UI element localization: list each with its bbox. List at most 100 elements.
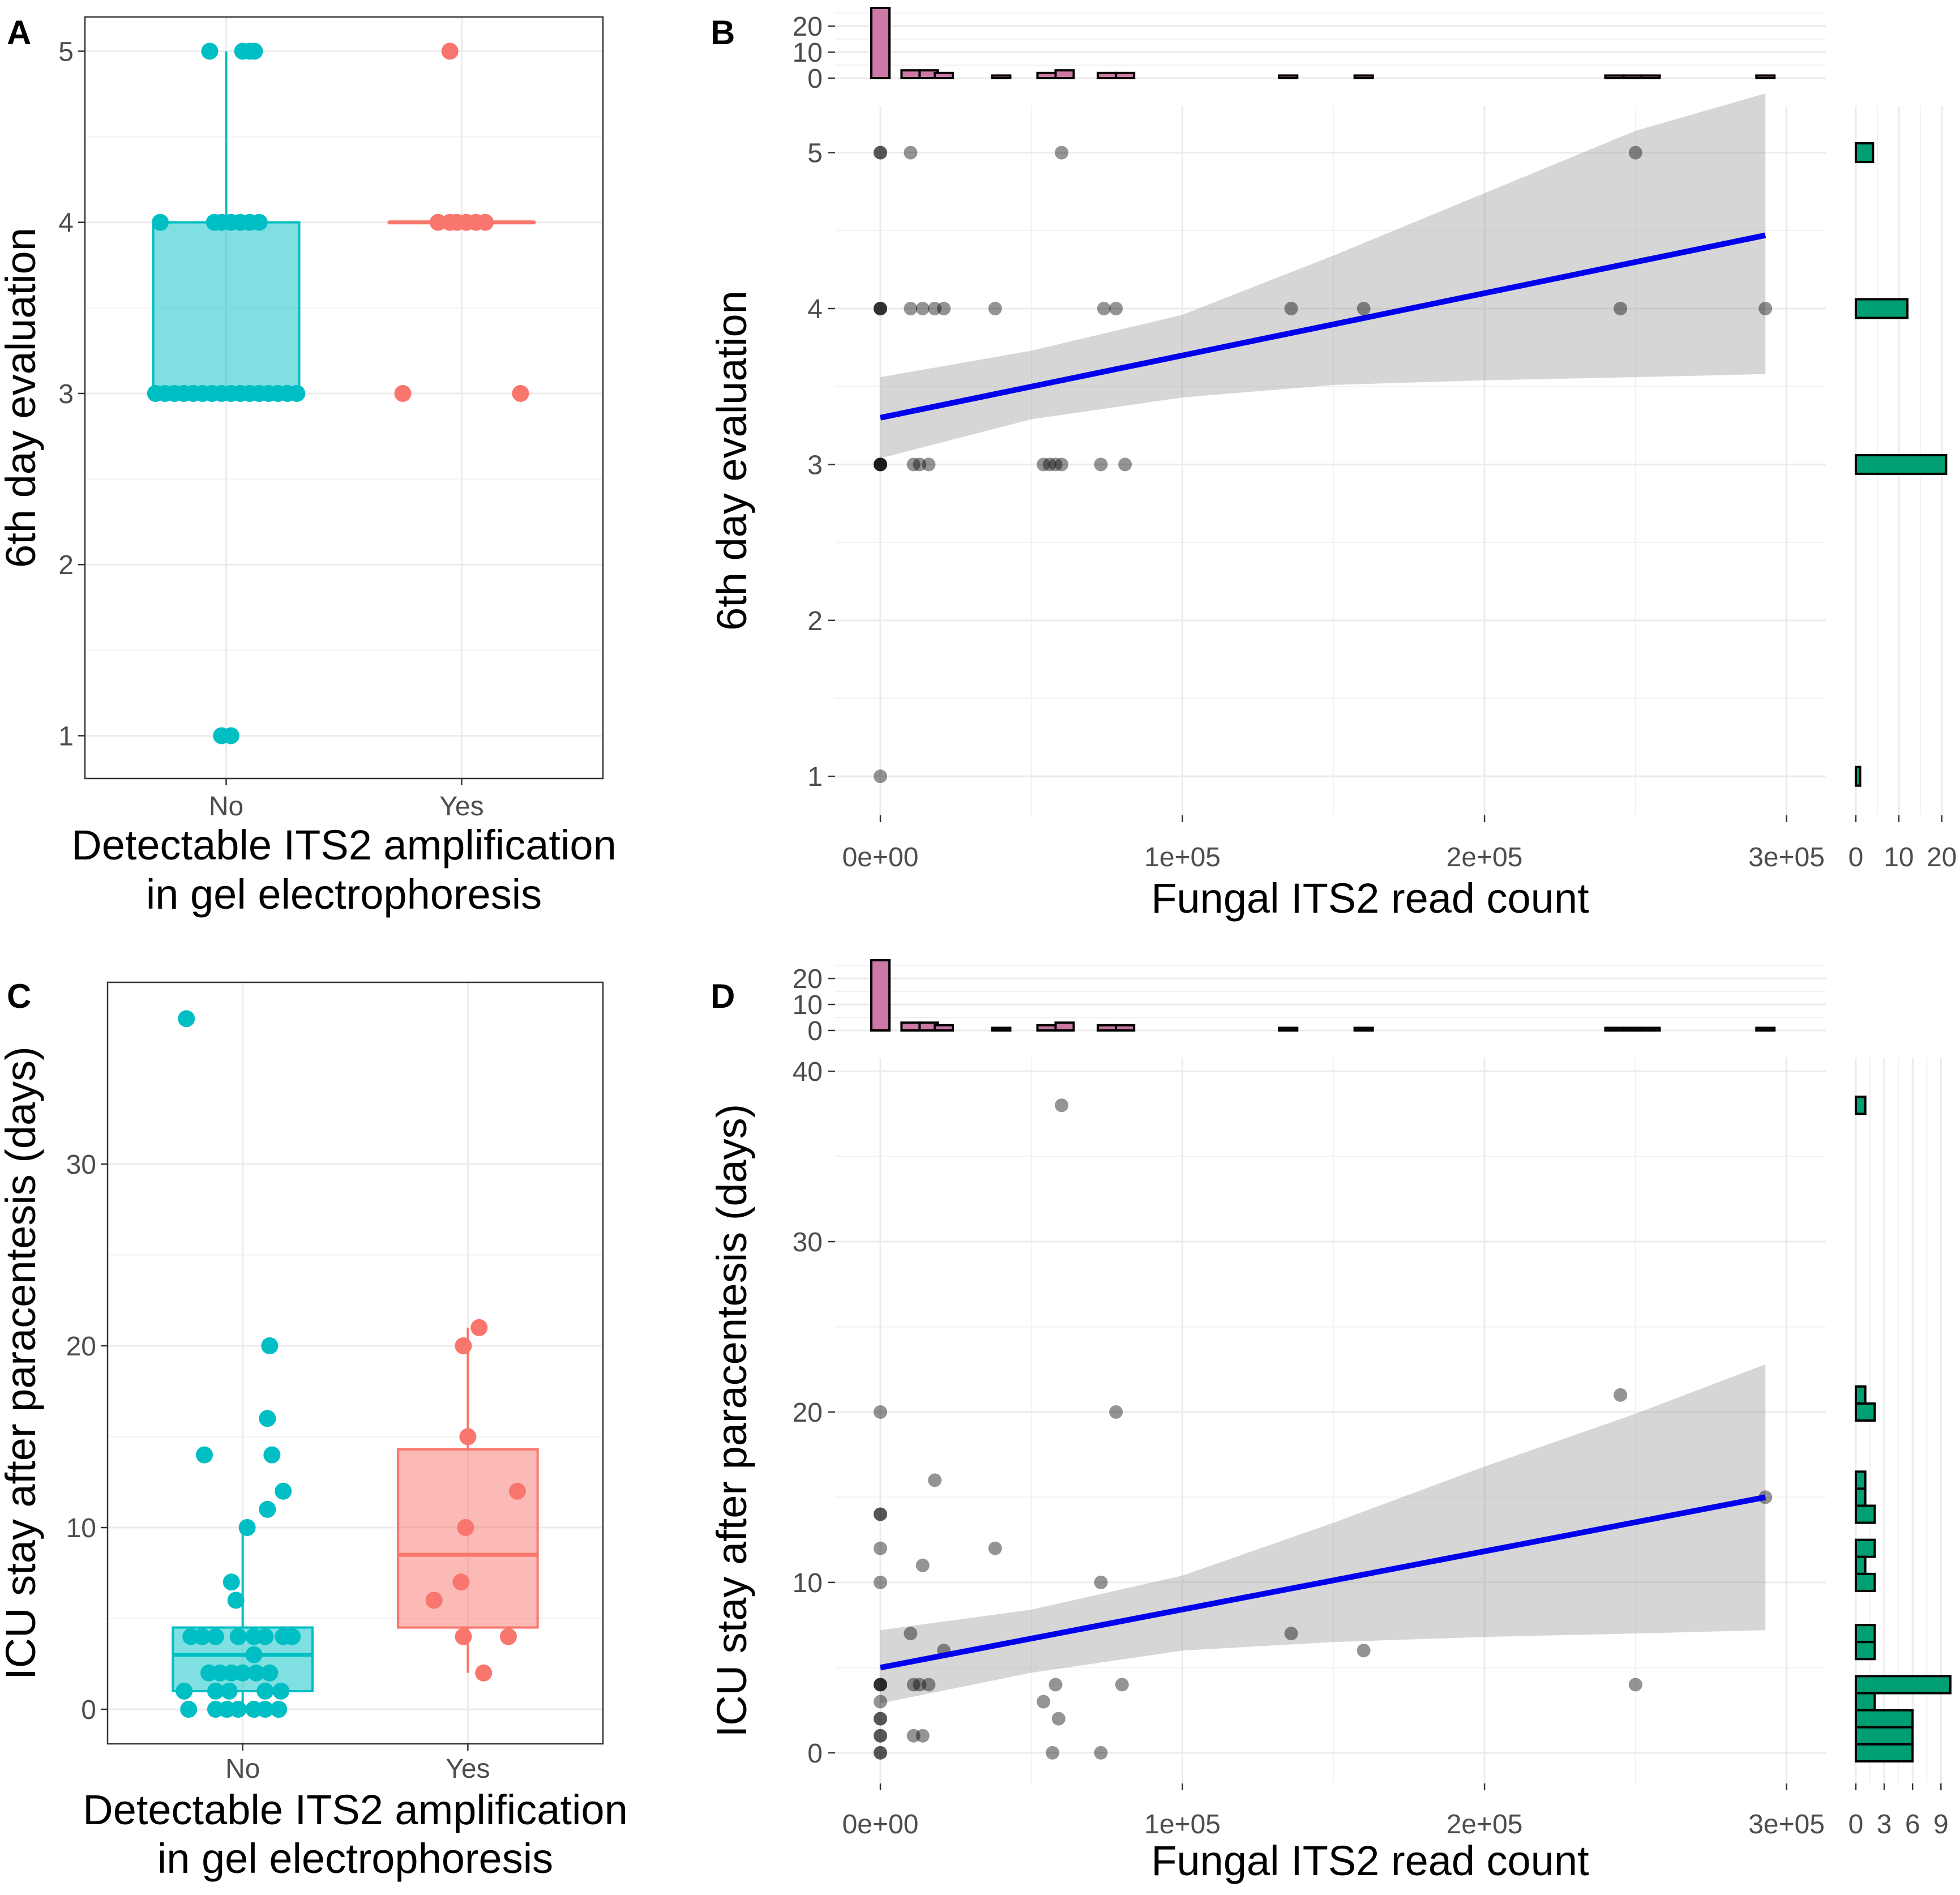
data-point xyxy=(1055,1098,1069,1113)
right-hist-tick-label: 3 xyxy=(1877,1810,1892,1840)
y-axis-title: 6th day evaluation xyxy=(0,228,44,568)
data-point xyxy=(429,213,447,231)
y-tick-label: 2 xyxy=(58,550,74,580)
data-point xyxy=(441,42,459,60)
data-point xyxy=(906,1678,921,1692)
data-point xyxy=(475,1664,493,1682)
data-point xyxy=(234,1664,251,1682)
x-tick-label: 2e+05 xyxy=(1447,842,1523,872)
data-point xyxy=(1284,1627,1298,1641)
confidence-band xyxy=(880,93,1766,459)
right-hist-bar xyxy=(1855,454,1948,475)
data-point xyxy=(906,457,921,472)
data-point xyxy=(261,1337,279,1355)
data-point xyxy=(874,1575,888,1589)
data-point xyxy=(1055,146,1069,160)
data-point xyxy=(245,1646,263,1663)
y-tick-label: 4 xyxy=(807,294,823,324)
top-hist-bar xyxy=(1115,1024,1136,1032)
right-hist-bar xyxy=(1855,1641,1876,1661)
top-hist-bar xyxy=(1278,74,1299,80)
y-axis-title: ICU stay after paracentesis (days) xyxy=(0,1046,44,1680)
data-point xyxy=(937,302,951,315)
top-hist-bar xyxy=(991,74,1012,80)
data-point xyxy=(196,1446,213,1464)
data-point xyxy=(874,1712,888,1726)
top-hist-bar xyxy=(1604,1026,1625,1032)
right-hist-bar xyxy=(1855,1555,1867,1575)
data-point xyxy=(874,302,888,315)
data-point xyxy=(470,1319,488,1336)
right-hist-tick-label: 9 xyxy=(1933,1810,1949,1840)
data-point xyxy=(178,1010,195,1028)
y-tick-label: 10 xyxy=(66,1513,96,1543)
panel-a-points xyxy=(147,42,529,745)
right-hist-tick-label: 0 xyxy=(1848,1810,1864,1840)
data-point xyxy=(1356,302,1371,315)
data-point xyxy=(247,1664,265,1682)
data-point xyxy=(425,1592,443,1609)
data-point xyxy=(874,1541,888,1555)
top-hist-tick-label: 10 xyxy=(793,38,823,68)
data-point xyxy=(1055,457,1069,472)
data-point xyxy=(477,213,494,231)
box-iqr xyxy=(152,221,301,395)
y-tick-label: 3 xyxy=(58,379,74,409)
x-tick-label: 1e+05 xyxy=(1144,842,1221,872)
top-hist-bar xyxy=(934,1024,955,1032)
data-point xyxy=(259,1410,276,1427)
x-axis-title-line2: in gel electrophoresis xyxy=(157,1835,553,1882)
data-point xyxy=(928,302,942,315)
x-axis-title: Fungal ITS2 read count xyxy=(1151,1837,1589,1884)
panel-b-points xyxy=(874,146,1773,784)
data-point xyxy=(1356,1644,1371,1658)
data-point xyxy=(874,146,888,160)
top-hist-tick-label: 20 xyxy=(793,964,823,994)
data-point xyxy=(874,302,888,315)
data-point xyxy=(1115,1678,1129,1692)
right-hist-bar xyxy=(1855,1385,1867,1405)
data-point xyxy=(874,1507,888,1521)
data-point xyxy=(906,1729,921,1743)
data-point xyxy=(913,1678,927,1692)
data-point xyxy=(263,1446,281,1464)
right-hist-bar xyxy=(1855,1692,1876,1712)
top-hist-bar xyxy=(991,1026,1012,1032)
right-hist-tick-label: 10 xyxy=(1884,842,1914,872)
y-tick-label: 0 xyxy=(807,1739,823,1769)
top-hist-bar xyxy=(1353,1026,1374,1032)
right-hist-bar xyxy=(1855,1675,1952,1695)
right-hist-bar xyxy=(1855,1624,1876,1644)
y-axis-title: ICU stay after paracentesis (days) xyxy=(708,1104,755,1738)
x-tick-label: 2e+05 xyxy=(1447,1810,1523,1840)
x-tick-label: No xyxy=(209,792,243,822)
top-hist-bar xyxy=(1036,1024,1057,1032)
data-point xyxy=(256,1682,274,1700)
y-tick-label: 4 xyxy=(58,208,74,238)
x-axis-title-line2: in gel electrophoresis xyxy=(146,871,542,918)
data-point xyxy=(1614,1388,1628,1402)
y-tick-label: 0 xyxy=(81,1695,96,1725)
data-point xyxy=(261,1664,279,1682)
panel-b: 1 2 3 4 5 0e+00 1e+05 2e+05 3e+05 Fungal ITS2 rea… xyxy=(708,7,1957,922)
data-point xyxy=(874,302,888,315)
top-hist-bar xyxy=(1640,74,1661,80)
top-hist-bar xyxy=(1755,74,1776,80)
data-point xyxy=(1037,1695,1051,1709)
data-point xyxy=(988,1541,1002,1555)
top-hist-bar xyxy=(1622,1026,1643,1032)
data-point xyxy=(246,42,263,60)
top-hist-bar xyxy=(1097,71,1118,80)
data-point xyxy=(874,457,888,472)
right-hist-bar xyxy=(1855,298,1909,319)
top-hist-bar xyxy=(1755,1026,1776,1032)
right-hist-bar xyxy=(1855,1402,1876,1422)
right-hist-bar xyxy=(1855,1538,1876,1558)
data-point xyxy=(922,1678,936,1692)
y-tick-label: 40 xyxy=(793,1057,823,1087)
panel-border xyxy=(106,981,604,1745)
data-point xyxy=(272,1682,290,1700)
top-hist-tick-label: 20 xyxy=(793,12,823,42)
box-iqr xyxy=(397,1448,539,1629)
